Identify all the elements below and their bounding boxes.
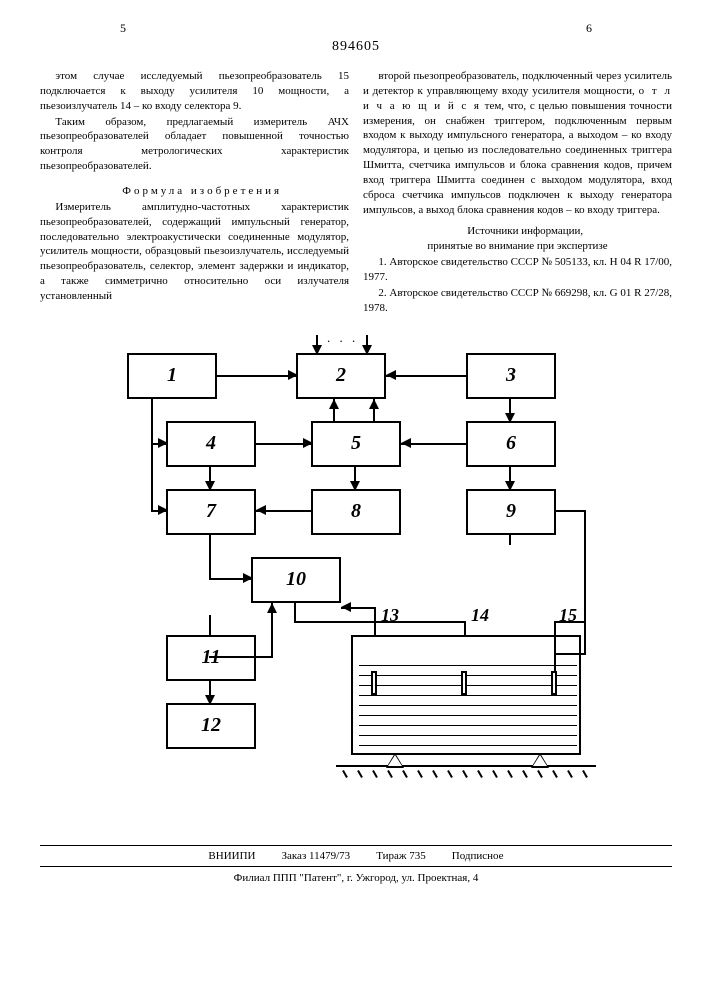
page-num-right: 6 (586, 20, 592, 36)
para: Измеритель амплитудно-частотных характер… (40, 200, 349, 304)
block-1: 1 (127, 353, 217, 399)
block-12: 12 (166, 703, 256, 749)
block-10: 10 (251, 557, 341, 603)
block-diagram: . . . 1 2 3 4 5 6 7 8 9 10 (111, 335, 601, 835)
block-9: 9 (466, 489, 556, 535)
page-numbers: 5 6 (40, 20, 672, 36)
ref: 2. Авторское свидетельство СССР № 669298… (363, 286, 672, 316)
block-6: 6 (466, 421, 556, 467)
dots: . . . (327, 329, 358, 347)
footer-order: Заказ 11479/73 (281, 849, 350, 864)
support-icon (531, 753, 549, 768)
block-4: 4 (166, 421, 256, 467)
transducer-13 (371, 671, 377, 695)
para: второй пьезопреобразователь, подключенны… (363, 69, 672, 217)
block-5: 5 (311, 421, 401, 467)
block-2: 2 (296, 353, 386, 399)
support-icon (386, 753, 404, 768)
transducer-14 (461, 671, 467, 695)
left-column: этом случае исследуемый пьезопреобразова… (40, 69, 349, 317)
label-14: 14 (471, 603, 489, 627)
block-8: 8 (311, 489, 401, 535)
transducer-15 (551, 671, 557, 695)
block-11: 11 (166, 635, 256, 681)
water-tank (351, 635, 581, 755)
footer-org: ВНИИПИ (208, 849, 255, 864)
footer-tirage: Тираж 735 (376, 849, 426, 864)
label-13: 13 (381, 603, 399, 627)
right-column: второй пьезопреобразователь, подключенны… (363, 69, 672, 317)
footer: ВНИИПИ Заказ 11479/73 Тираж 735 Подписно… (40, 845, 672, 887)
para: Таким образом, предлагаемый измеритель А… (40, 115, 349, 174)
para: этом случае исследуемый пьезопреобразова… (40, 69, 349, 114)
formula-label: Формула изобретения (40, 184, 349, 199)
block-7: 7 (166, 489, 256, 535)
ref: 1. Авторское свидетельство СССР № 505133… (363, 255, 672, 285)
text-columns: этом случае исследуемый пьезопреобразова… (40, 69, 672, 317)
page-num-left: 5 (120, 20, 126, 36)
footer-address: Филиал ППП "Патент", г. Ужгород, ул. Про… (40, 871, 672, 886)
refs-sub: принятые во внимание при экспертизе (363, 239, 672, 254)
footer-sign: Подписное (452, 849, 504, 864)
refs-title: Источники информации, (363, 224, 672, 239)
label-15: 15 (559, 603, 577, 627)
patent-number: 894605 (40, 38, 672, 57)
block-3: 3 (466, 353, 556, 399)
